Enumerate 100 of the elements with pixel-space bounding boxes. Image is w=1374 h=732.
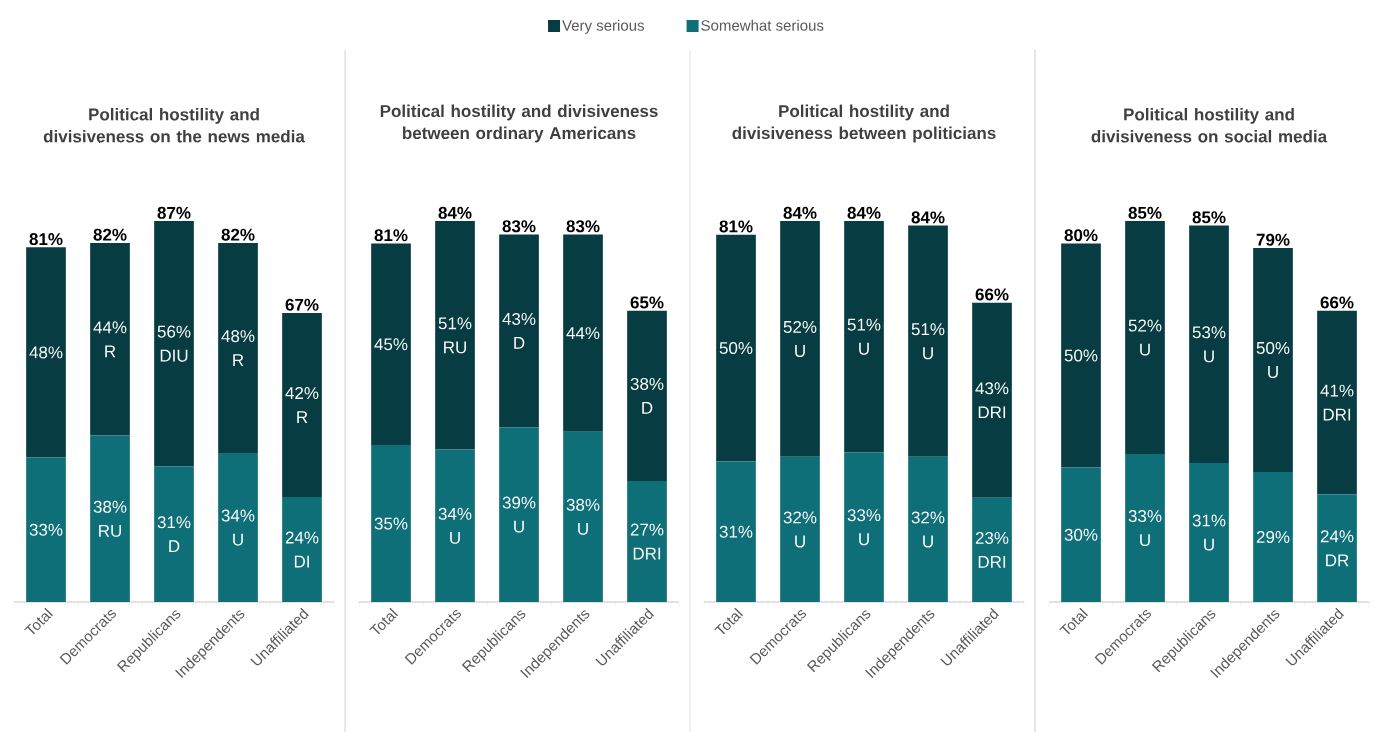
data-label: 38% U — [566, 498, 600, 535]
total-label: 84% — [783, 206, 817, 219]
data-label: 43% D — [502, 312, 536, 349]
bar — [780, 220, 820, 457]
bar — [627, 310, 667, 481]
total-label: 67% — [285, 298, 319, 311]
data-label: 32% U — [783, 511, 817, 548]
data-label: 38% D — [630, 377, 664, 414]
bar — [218, 242, 258, 453]
bar — [780, 456, 820, 602]
bar — [1253, 247, 1293, 472]
total-label: 84% — [847, 206, 881, 219]
total-label: 80% — [1064, 229, 1098, 242]
data-label: 43% DRI — [975, 382, 1009, 418]
bar — [218, 452, 258, 602]
bar — [435, 220, 475, 450]
bar — [716, 461, 756, 602]
bar — [1317, 494, 1357, 602]
data-label: 31% U — [1192, 514, 1226, 551]
bar — [563, 431, 603, 602]
total-label: 84% — [438, 206, 472, 219]
total-label: 82% — [221, 228, 255, 241]
data-label: 50% — [1064, 349, 1098, 362]
data-label: 23% DRI — [975, 531, 1009, 568]
total-label: 83% — [566, 220, 600, 233]
total-label: 82% — [93, 228, 127, 241]
data-label: 50% U — [1256, 341, 1290, 378]
bar — [1061, 467, 1101, 602]
data-label: 33% — [29, 523, 63, 536]
bar — [908, 456, 948, 602]
total-label: 65% — [630, 296, 664, 309]
legend-label: Very serious — [562, 19, 644, 34]
bar — [282, 496, 322, 602]
total-label: 79% — [1256, 233, 1290, 246]
bar — [154, 466, 194, 602]
bar — [1189, 462, 1229, 602]
data-label: 56% DIU — [157, 325, 191, 362]
chart-title: Political hostility and divisiveness on social media — [1091, 107, 1328, 143]
data-label: 48% R — [221, 329, 255, 366]
total-label: 85% — [1192, 211, 1226, 224]
data-label: 44% R — [93, 321, 127, 357]
data-label: 31% D — [157, 515, 191, 552]
total-label: 81% — [719, 220, 753, 233]
data-label: 52% U — [783, 320, 817, 357]
data-label: 33% U — [1128, 509, 1162, 546]
bar — [716, 234, 756, 462]
bar — [435, 449, 475, 602]
data-label: 51% RU — [438, 317, 472, 354]
bar — [972, 302, 1012, 498]
data-label: 42% R — [285, 386, 319, 423]
total-label: 85% — [1128, 206, 1162, 219]
data-label: 34% U — [438, 507, 472, 544]
bar — [627, 480, 667, 602]
bar — [282, 312, 322, 497]
bar — [1317, 310, 1357, 495]
legend-label: Somewhat serious — [701, 19, 824, 31]
bar — [90, 435, 130, 602]
data-label: 45% — [374, 338, 408, 351]
bar — [844, 452, 884, 602]
data-label: 39% U — [502, 496, 536, 533]
bar — [908, 225, 948, 457]
data-label: 51% U — [911, 323, 945, 360]
total-label: 81% — [374, 229, 408, 242]
bar — [1125, 220, 1165, 454]
bar — [26, 457, 66, 602]
bar — [371, 243, 411, 445]
total-label: 84% — [911, 211, 945, 224]
data-label: 53% U — [1192, 326, 1226, 363]
bar — [499, 427, 539, 602]
chart-title: Political hostility and divisiveness on the news media — [43, 107, 305, 143]
bar — [371, 444, 411, 602]
data-label: 41% DRI — [1320, 384, 1354, 421]
bar — [1253, 471, 1293, 602]
data-label: 51% U — [847, 318, 881, 355]
total-label: 87% — [157, 206, 191, 219]
data-label: 34% U — [221, 509, 255, 546]
data-label: 38% RU — [93, 500, 127, 537]
bar — [154, 220, 194, 467]
chart-title: Political hostility and divisiveness between politicians — [732, 104, 996, 143]
data-label: 33% U — [847, 508, 881, 545]
data-label: 48% — [29, 346, 63, 359]
data-label: 31% — [719, 525, 753, 538]
bar — [1061, 243, 1101, 468]
bar — [26, 247, 66, 458]
data-label: 35% — [374, 517, 408, 530]
data-label: 30% — [1064, 528, 1098, 541]
data-label: 24% DI — [285, 531, 319, 568]
chart-title: Political hostility and divisiveness between ordinary Americans — [380, 104, 658, 143]
data-label: 50% — [719, 341, 753, 354]
bar — [563, 234, 603, 432]
bar — [90, 242, 130, 436]
data-label: 44% — [566, 326, 600, 339]
bar — [1125, 453, 1165, 602]
data-label: 52% U — [1128, 319, 1162, 356]
data-label: 27% DRI — [630, 523, 664, 560]
total-label: 66% — [975, 288, 1009, 301]
bar — [844, 220, 884, 453]
data-label: 24% DR — [1320, 530, 1354, 566]
total-label: 83% — [502, 220, 536, 233]
data-label: 29% — [1256, 530, 1290, 543]
